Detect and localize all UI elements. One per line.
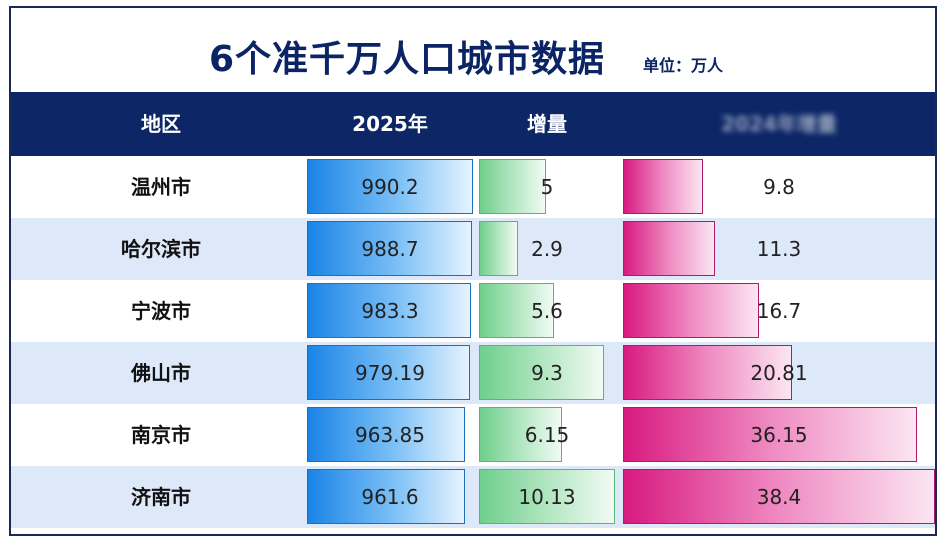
population-value: 983.3 [361,299,419,323]
chart-title: 6个准千万人口城市数据 [209,39,606,80]
unit-label: 单位：万人 [643,56,724,75]
increase-bar [479,283,554,338]
population-bar [307,221,472,276]
increase-value: 6.15 [524,423,570,447]
increase-bar [479,407,562,462]
increase-value: 9.3 [531,361,563,385]
table-row: 哈尔滨市 988.7 2.9 11.3 [11,218,935,280]
table-row: 佛山市 979.19 9.3 20.81 [11,342,935,404]
population-bar [307,283,471,338]
population-bar [307,469,465,524]
population-value: 990.2 [361,175,419,199]
increase-2024-bar [623,407,917,462]
population-value: 988.7 [361,237,419,261]
header-blurred: 2024年增量 [721,112,837,136]
increase-value: 5 [540,175,554,199]
increase-2024-value: 16.7 [756,299,802,323]
increase-2024-bar [623,345,792,400]
table-row: 宁波市 983.3 5.6 16.7 [11,280,935,342]
increase-value: 2.9 [531,237,563,261]
table-row: 济南市 961.6 10.13 38.4 [11,466,935,528]
increase-2024-value: 9.8 [763,175,795,199]
population-value: 961.6 [361,485,419,509]
increase-bar [479,469,615,524]
population-bar [307,407,465,462]
increase-2024-bar [623,469,935,524]
increase-2024-value: 11.3 [756,237,802,261]
region-label: 温州市 [131,175,191,199]
title-row: 6个准千万人口城市数据 单位：万人 [11,8,935,92]
table-row: 南京市 963.85 6.15 36.15 [11,404,935,466]
increase-bar [479,345,604,400]
increase-2024-bar [623,221,715,276]
increase-value: 10.13 [518,485,576,509]
increase-value: 5.6 [531,299,563,323]
increase-2024-value: 36.15 [750,423,808,447]
increase-bar [479,159,546,214]
population-value: 963.85 [355,423,425,447]
chart-frame: 6个准千万人口城市数据 单位：万人 地区 2025年 增量 2024年增量 温州… [9,6,937,536]
increase-bar [479,221,518,276]
table-header: 地区 2025年 增量 2024年增量 [11,92,935,156]
region-label: 宁波市 [131,299,191,323]
region-label: 哈尔滨市 [121,237,201,261]
population-bar [307,345,470,400]
region-label: 佛山市 [131,361,191,385]
increase-2024-value: 38.4 [756,485,802,509]
population-bar [307,159,473,214]
header-year: 2025年 [352,112,428,136]
region-label: 济南市 [131,485,191,509]
header-region: 地区 [141,112,181,136]
increase-2024-value: 20.81 [750,361,808,385]
header-increase: 增量 [527,112,567,136]
increase-2024-bar [623,283,759,338]
increase-2024-bar [623,159,703,214]
table-row: 温州市 990.2 5 9.8 [11,156,935,218]
region-label: 南京市 [131,423,191,447]
population-value: 979.19 [355,361,425,385]
